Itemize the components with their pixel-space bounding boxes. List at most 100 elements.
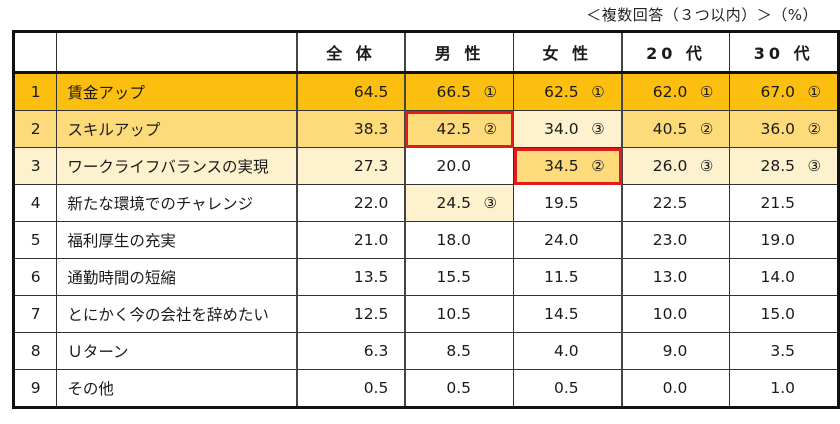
value-cell: 28.5 ③ <box>729 147 839 185</box>
value-cell: 10.5 <box>404 295 515 333</box>
cell-value: 42.5 <box>436 120 471 138</box>
value-cell: 36.0 ② <box>729 110 839 148</box>
rank-badge: ② <box>699 120 714 138</box>
table-row: 4 新たな環境でのチャレンジ 22.0 24.5 ③ 19.5 22.5 21.5 <box>12 184 839 222</box>
cell-value: 62.0 <box>652 83 688 101</box>
cell-value: 18.0 <box>436 231 471 249</box>
cell-value: 0.0 <box>662 379 688 397</box>
cell-value: 21.0 <box>353 231 389 249</box>
cell-value: 26.0 <box>652 157 688 175</box>
cell-value: 15.5 <box>436 268 471 286</box>
value-cell: 8.5 <box>404 332 515 370</box>
value-cell: 24.0 <box>512 221 623 259</box>
value-cell: 22.0 <box>295 184 406 222</box>
cell-value: 0.5 <box>446 379 471 397</box>
value-cell: 3.5 <box>729 332 839 370</box>
row-number: 1 <box>12 72 58 111</box>
cell-value: 34.5 <box>544 157 579 175</box>
row-number: 8 <box>12 332 58 370</box>
cell-value: 4.0 <box>554 342 579 360</box>
row-number: 9 <box>12 369 58 408</box>
cell-value: 66.5 <box>436 83 471 101</box>
row-label: とにかく今の会社を辞めたい <box>56 295 298 333</box>
value-cell: 1.0 <box>729 369 839 408</box>
cell-value: 13.0 <box>652 268 688 286</box>
table-row: 5 福利厚生の充実 21.0 18.0 24.0 23.0 19.0 <box>12 221 839 259</box>
rank-badge: ① <box>483 83 497 101</box>
value-cell: 18.0 <box>404 221 515 259</box>
row-label: その他 <box>56 369 298 408</box>
cell-value: 62.5 <box>544 83 579 101</box>
cell-value: 19.0 <box>760 231 795 249</box>
row-label: 福利厚生の充実 <box>56 221 298 259</box>
table-row: 7 とにかく今の会社を辞めたい 12.5 10.5 14.5 10.0 15.0 <box>12 295 839 333</box>
value-cell: 19.0 <box>729 221 839 259</box>
value-cell: 4.0 <box>512 332 623 370</box>
cell-value: 28.5 <box>760 157 795 175</box>
cell-value: 38.3 <box>353 120 389 138</box>
value-cell: 64.5 <box>295 72 406 111</box>
cell-value: 15.0 <box>760 305 795 323</box>
value-cell: 13.5 <box>295 258 406 296</box>
row-number: 2 <box>12 110 58 148</box>
table-row: 9 その他 0.5 0.5 0.5 0.0 1.0 <box>12 369 839 408</box>
row-number: 4 <box>12 184 58 222</box>
value-cell: 26.0 ③ <box>620 147 731 185</box>
value-cell: 62.5 ① <box>512 72 623 111</box>
cell-value: 64.5 <box>353 83 389 101</box>
row-number: 3 <box>12 147 58 185</box>
cell-value: 12.5 <box>353 305 389 323</box>
cell-value: 20.0 <box>436 157 471 175</box>
rank-badge: ① <box>591 83 605 101</box>
cell-value: 36.0 <box>760 120 795 138</box>
cell-value: 10.0 <box>652 305 688 323</box>
cell-value: 27.3 <box>353 157 389 175</box>
row-label: Ｕターン <box>56 332 298 370</box>
value-cell: 11.5 <box>512 258 623 296</box>
cell-value: 24.5 <box>436 194 471 212</box>
value-cell: 14.5 <box>512 295 623 333</box>
highlighted-value-cell: 34.5 ② <box>512 147 623 185</box>
header-item <box>56 31 298 73</box>
cell-value: 23.0 <box>652 231 688 249</box>
header-no <box>12 31 58 73</box>
rank-badge: ① <box>807 83 821 101</box>
cell-value: 40.5 <box>652 120 688 138</box>
value-cell: 10.0 <box>620 295 731 333</box>
value-cell: 67.0 ① <box>729 72 839 111</box>
cell-value: 14.0 <box>760 268 795 286</box>
survey-table: 全 体 男 性 女 性 20 代 30 代 1 賃金アップ 64.5 66.5 ① 62.… <box>12 30 840 409</box>
cell-value: 24.0 <box>544 231 579 249</box>
header-total: 全 体 <box>295 31 406 73</box>
rank-badge: ② <box>807 120 821 138</box>
cell-value: 34.0 <box>544 120 579 138</box>
cell-value: 11.5 <box>544 268 579 286</box>
row-label: 賃金アップ <box>56 72 298 111</box>
row-label: スキルアップ <box>56 110 298 148</box>
cell-value: 13.5 <box>353 268 389 286</box>
cell-value: 0.5 <box>363 379 389 397</box>
cell-value: 0.5 <box>554 379 579 397</box>
cell-value: 19.5 <box>544 194 579 212</box>
cell-value: 1.0 <box>770 379 795 397</box>
rank-badge: ③ <box>807 157 821 175</box>
cell-value: 9.0 <box>662 342 688 360</box>
row-number: 6 <box>12 258 58 296</box>
header-row: 全 体 男 性 女 性 20 代 30 代 <box>12 31 839 73</box>
value-cell: 0.0 <box>620 369 731 408</box>
value-cell: 6.3 <box>295 332 406 370</box>
header-20s: 20 代 <box>620 31 731 73</box>
value-cell: 66.5 ① <box>404 72 515 111</box>
value-cell: 19.5 <box>512 184 623 222</box>
rank-badge: ③ <box>483 194 497 212</box>
value-cell: 0.5 <box>512 369 623 408</box>
value-cell: 38.3 <box>295 110 406 148</box>
value-cell: 40.5 ② <box>620 110 731 148</box>
value-cell: 27.3 <box>295 147 406 185</box>
row-number: 7 <box>12 295 58 333</box>
value-cell: 21.0 <box>295 221 406 259</box>
rank-badge: ① <box>699 83 714 101</box>
cell-value: 22.0 <box>353 194 389 212</box>
table-row: 6 通勤時間の短縮 13.5 15.5 11.5 13.0 14.0 <box>12 258 839 296</box>
value-cell: 15.0 <box>729 295 839 333</box>
